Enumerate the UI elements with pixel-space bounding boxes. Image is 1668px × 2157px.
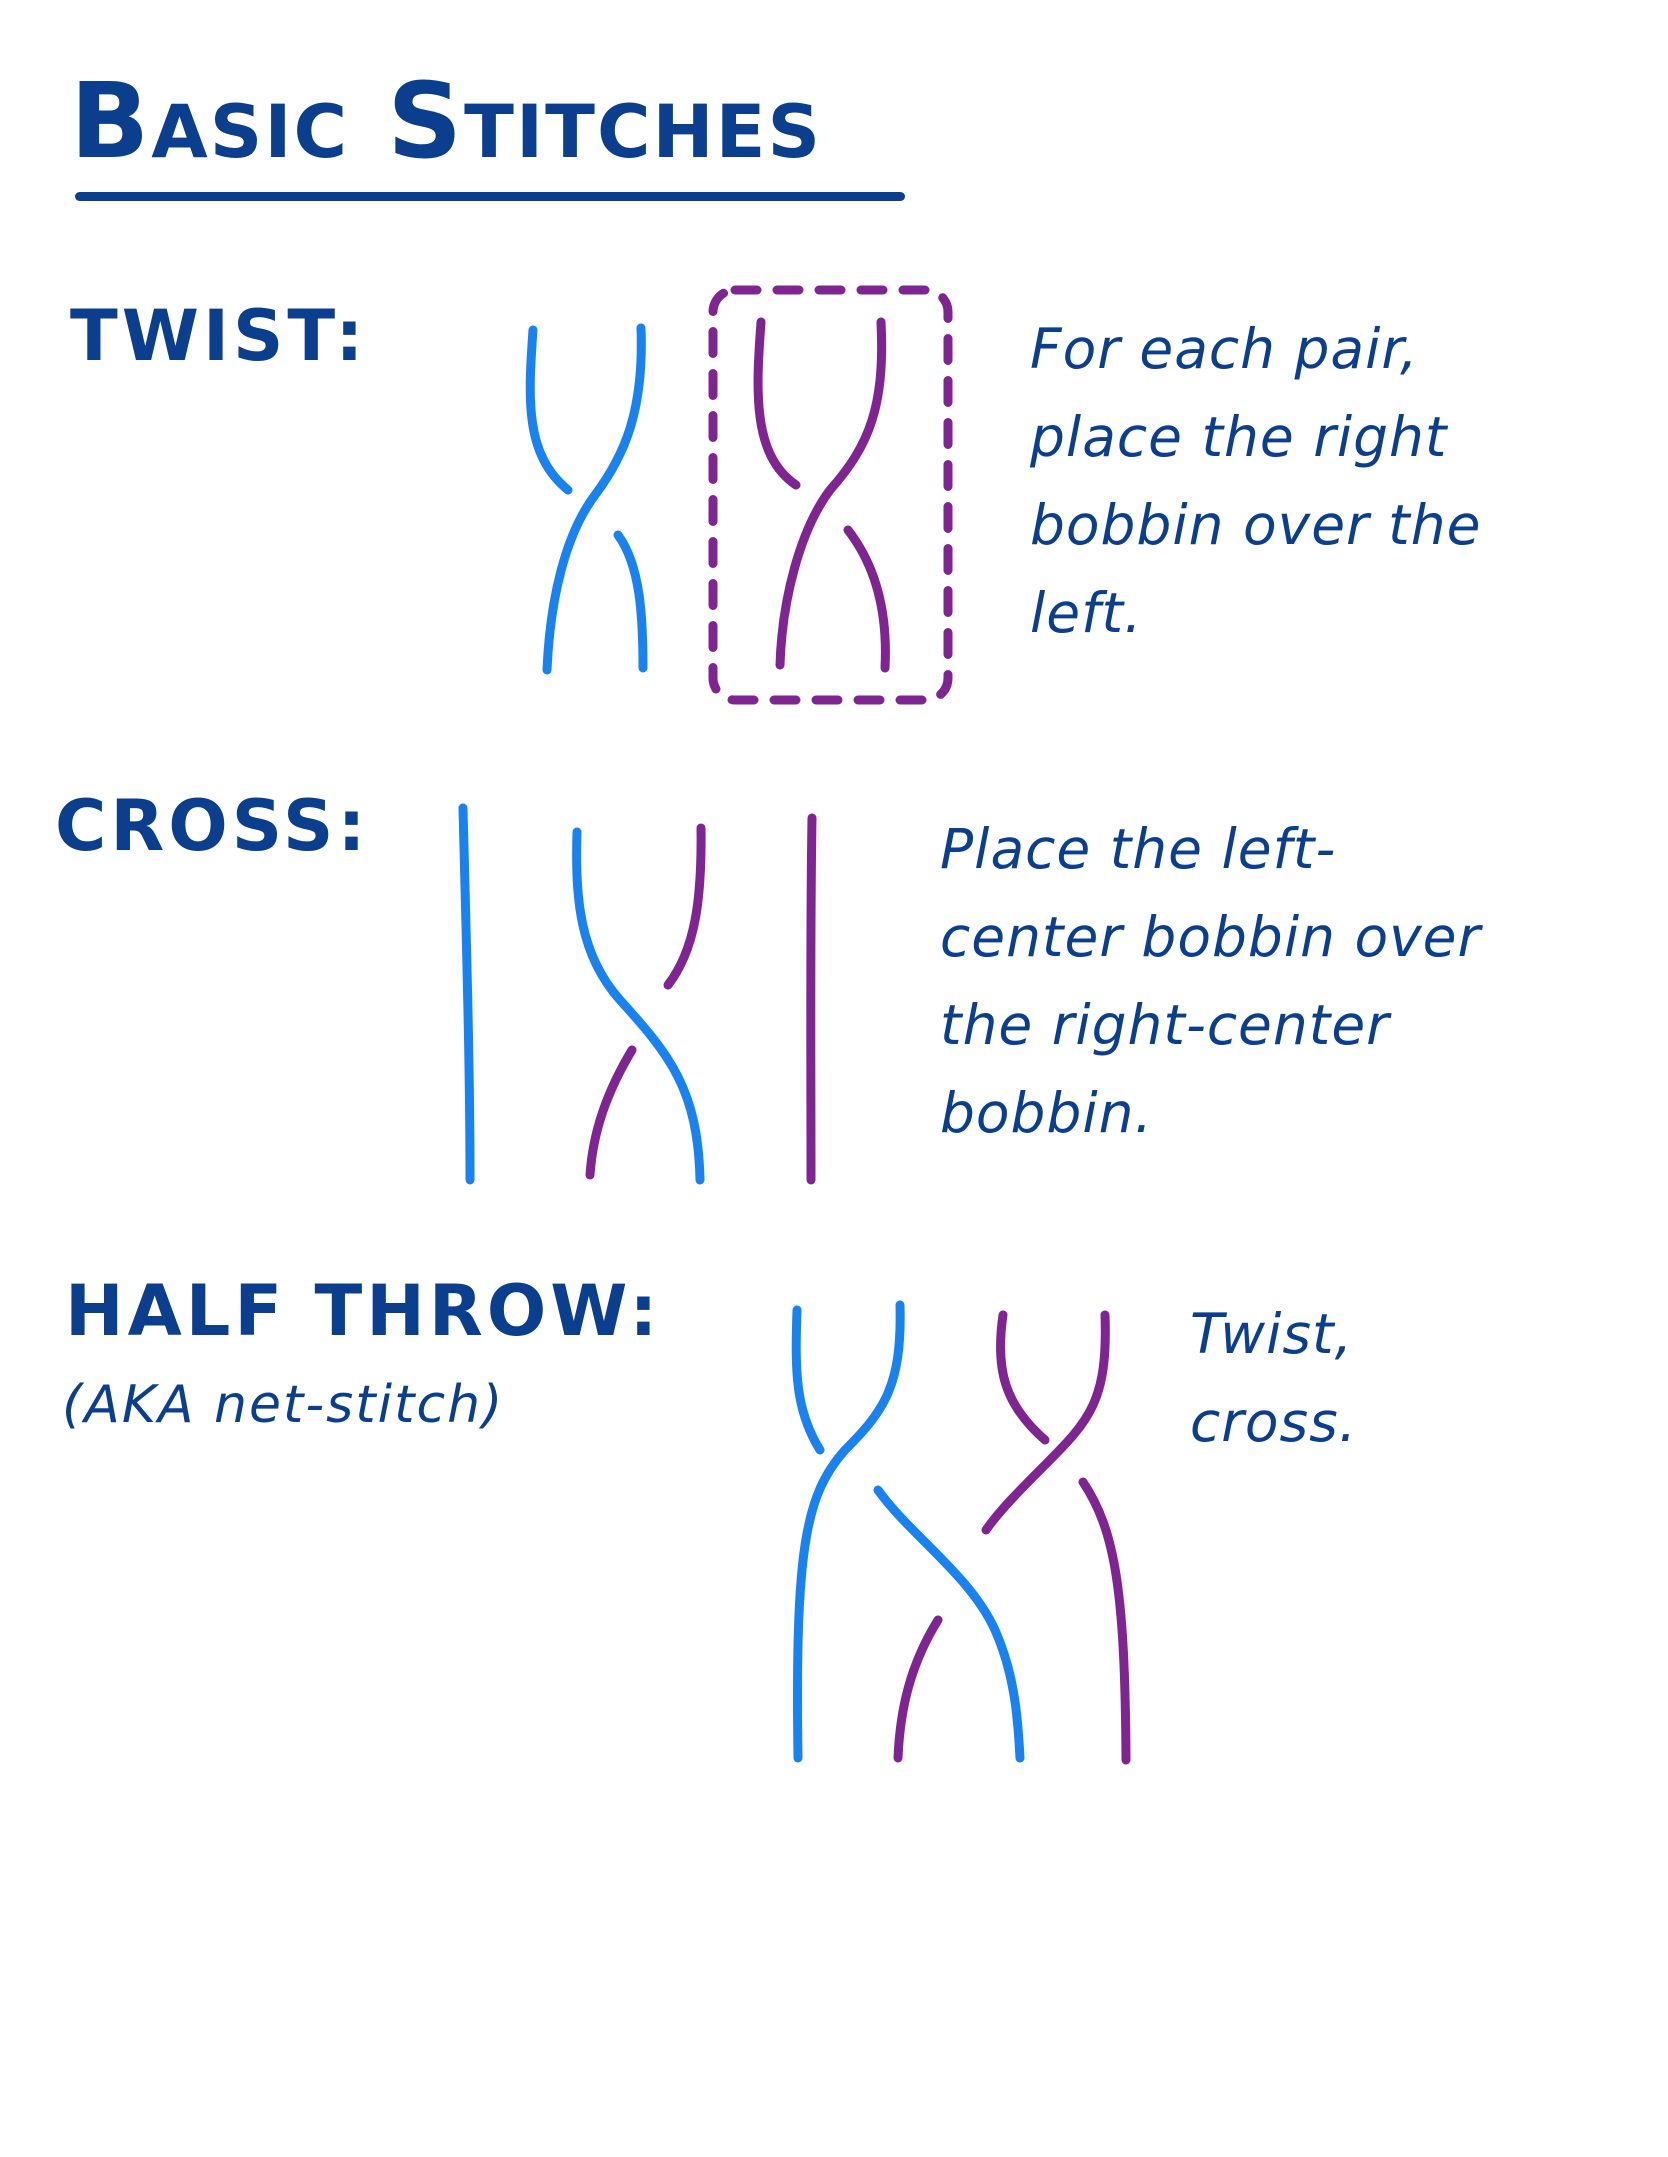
half-throw-blue-right-over [793,1300,905,1763]
twist-blue-right-over [542,323,646,675]
cross-blue-center-over [572,827,705,1185]
cross-diagram [458,803,817,1185]
half-throw-note: Twist, cross. [1190,1302,1358,1454]
cross-heading: CROSS: [55,785,370,867]
half-throw-purple-left-top [995,1310,1050,1445]
twist-pair-dashed-box [708,285,953,705]
cross-blue-outer [458,803,475,1185]
half-throw-diagram [791,1300,1131,1765]
twist-heading: TWIST: [70,295,368,377]
twist-purple-left-bottom [843,525,890,673]
twist-note: For each pair, place the right bobbin ov… [1030,317,1482,645]
title-underline [75,192,905,201]
cross-purple-outer [806,813,817,1185]
half-throw-blue-center-over [873,1485,1025,1763]
twist-purple-right-over [775,317,887,670]
half-throw-purple-right-bottom [1078,1477,1131,1765]
twist-blue-left-bottom [613,530,648,673]
cross-note: Place the left- center bobbin over the r… [940,817,1482,1145]
cross-purple-center-top [663,823,706,990]
page-title: Basic Stitches [70,60,823,182]
twist-purple-left-top [753,317,801,490]
twist-blue-left-top [525,325,573,495]
cross-purple-center-bottom [585,1045,637,1180]
half-throw-purple-right-over [981,1310,1110,1535]
twist-diagram [525,285,953,705]
half-throw-aside: (AKA net-stitch) [62,1375,505,1435]
half-throw-heading: HALF THROW: [65,1270,662,1352]
half-throw-blue-left-top [791,1305,825,1455]
half-throw-purple-center-bottom [893,1615,943,1763]
